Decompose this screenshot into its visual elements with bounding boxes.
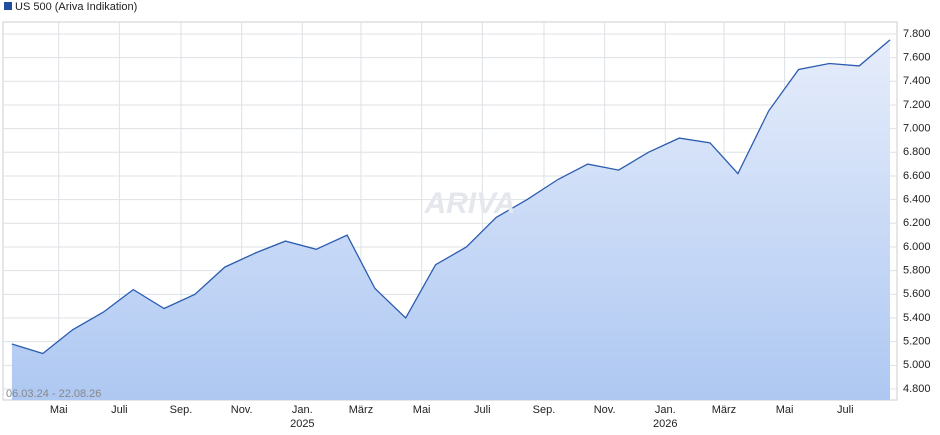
y-tick-label: 7.600 bbox=[903, 52, 931, 64]
area bbox=[11, 39, 890, 401]
date-range: 06.03.24 - 22.08.26 bbox=[6, 388, 101, 400]
x-tick-label: Juli bbox=[837, 404, 854, 416]
x-tick-label: Juli bbox=[111, 404, 128, 416]
y-tick-label: 5.000 bbox=[903, 359, 931, 371]
y-tick-label: 6.800 bbox=[903, 146, 931, 158]
x-tick-label: Mai bbox=[413, 404, 431, 416]
y-tick-label: 6.400 bbox=[903, 194, 931, 206]
legend-swatch bbox=[4, 2, 12, 10]
y-tick-label: 4.800 bbox=[903, 383, 931, 395]
x-tick-label: Sep. bbox=[533, 404, 556, 416]
x-year-label: 2026 bbox=[653, 418, 677, 430]
y-tick-label: 5.800 bbox=[903, 265, 931, 277]
y-tick-label: 6.200 bbox=[903, 217, 931, 229]
line bbox=[11, 39, 891, 355]
y-tick-label: 7.800 bbox=[903, 28, 931, 40]
y-tick-label: 5.200 bbox=[903, 336, 931, 348]
y-tick-label: 7.200 bbox=[903, 99, 931, 111]
x-tick-label: Juli bbox=[474, 404, 491, 416]
y-tick-label: 5.400 bbox=[903, 312, 931, 324]
y-tick-label: 7.000 bbox=[903, 123, 931, 135]
x-tick-label: Jan. bbox=[655, 404, 676, 416]
y-tick-label: 6.600 bbox=[903, 170, 931, 182]
x-tick-label: Nov. bbox=[594, 404, 616, 416]
x-tick-label: Mai bbox=[50, 404, 68, 416]
x-tick-label: Jan. bbox=[292, 404, 313, 416]
x-tick-label: Mai bbox=[776, 404, 794, 416]
x-tick-label: März bbox=[349, 404, 373, 416]
legend-label: US 500 (Ariva Indikation) bbox=[15, 1, 137, 13]
x-year-label: 2025 bbox=[290, 418, 314, 430]
y-tick-label: 6.000 bbox=[903, 241, 931, 253]
x-tick-label: Nov. bbox=[231, 404, 253, 416]
watermark: ARIVA bbox=[423, 187, 515, 220]
x-tick-label: März bbox=[712, 404, 736, 416]
y-tick-label: 7.400 bbox=[903, 75, 931, 87]
y-tick-label: 5.600 bbox=[903, 288, 931, 300]
x-tick-label: Sep. bbox=[170, 404, 193, 416]
area-layer bbox=[11, 39, 891, 401]
